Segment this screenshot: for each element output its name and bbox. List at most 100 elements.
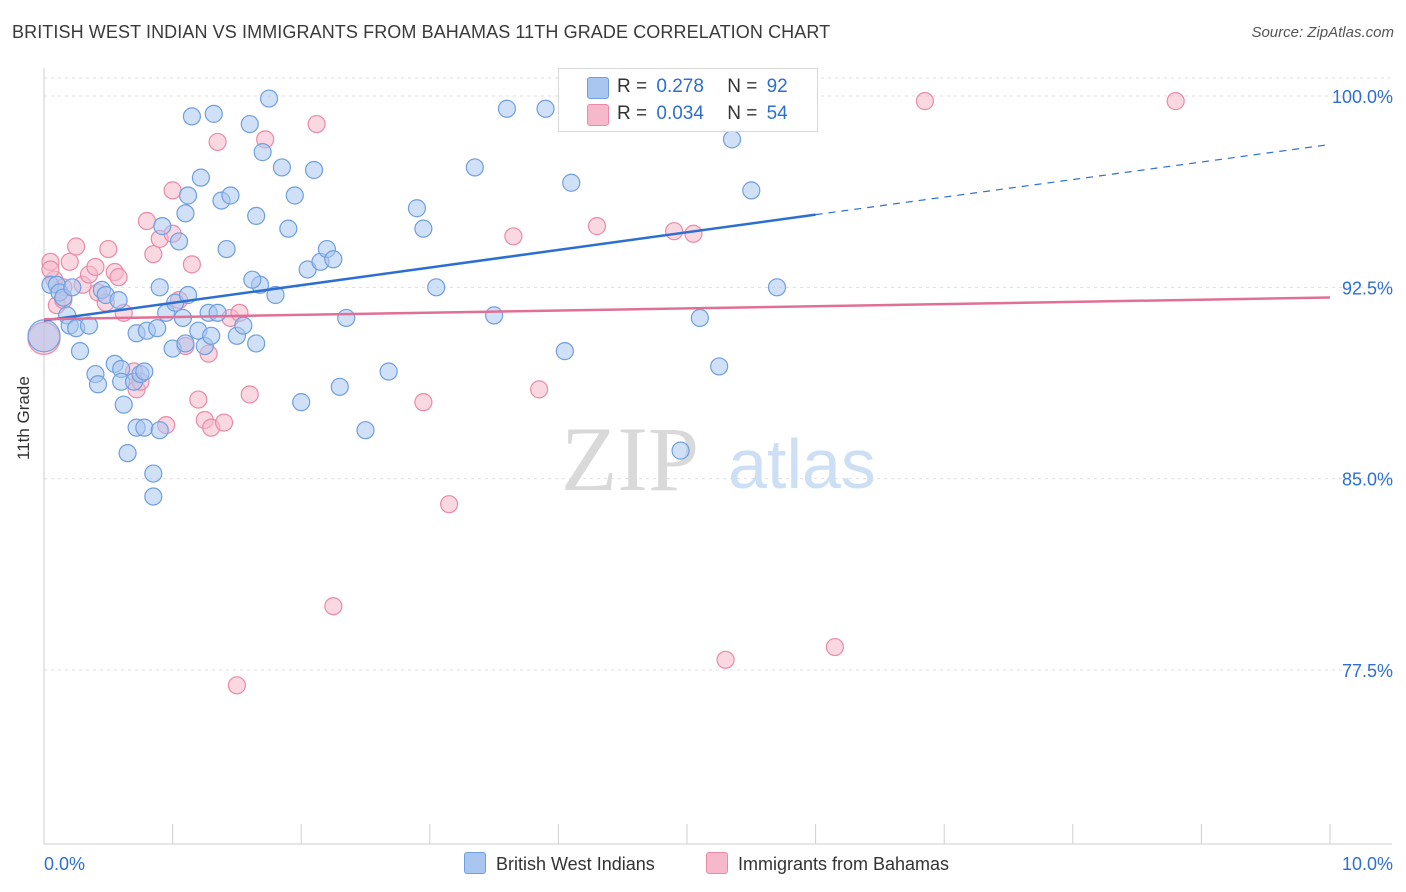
y-tick-label: 100.0% — [1332, 87, 1393, 107]
bwi-point — [191, 168, 210, 187]
bwi-point — [114, 395, 133, 414]
bwi-point — [247, 334, 266, 353]
bwi-point — [536, 99, 555, 118]
bwi-point — [153, 217, 172, 236]
bwi-point — [292, 393, 311, 412]
y-axis-label: 11th Grade — [14, 376, 33, 460]
bahamas-point — [41, 260, 60, 279]
bwi-point — [330, 377, 349, 396]
bwi-point — [234, 316, 253, 335]
bwi-point — [465, 158, 484, 177]
bwi-point — [285, 186, 304, 205]
trend-lines — [43, 143, 1331, 322]
bwi-point — [148, 319, 167, 338]
bwi-point — [485, 306, 504, 325]
bottom-legend-swatch-bahamas — [706, 852, 728, 874]
bwi-point — [259, 89, 279, 108]
bwi-point — [144, 487, 163, 506]
bwi-point — [217, 239, 236, 259]
bwi-point — [178, 186, 198, 205]
legend-swatch-bwi — [587, 77, 609, 99]
bwi-trend-projection — [815, 143, 1331, 216]
legend-swatch-bahamas — [587, 104, 609, 126]
bwi-point — [202, 326, 221, 345]
bwi-point — [767, 278, 787, 297]
watermark: ZIP atlas — [561, 408, 876, 510]
x-tick-label-max: 10.0% — [1342, 854, 1393, 874]
bwi-point — [304, 160, 324, 180]
bahamas-point — [137, 211, 156, 231]
bahamas-point — [307, 114, 326, 134]
chart-title: BRITISH WEST INDIAN VS IMMIGRANTS FROM B… — [12, 22, 831, 42]
bwi-point — [379, 362, 398, 381]
bwi-point — [243, 270, 262, 289]
bwi-point — [135, 362, 154, 381]
bwi-point — [221, 186, 240, 205]
bahamas-point — [915, 92, 935, 111]
bwi-point — [176, 334, 195, 353]
bahamas-point — [414, 393, 433, 412]
bahamas-point — [716, 650, 735, 669]
bahamas-point — [587, 217, 607, 236]
bwi-point — [324, 250, 343, 269]
bahamas-point — [214, 413, 234, 432]
bwi-point — [88, 375, 108, 394]
bahamas-point — [504, 227, 523, 246]
axes — [43, 68, 1392, 845]
bwi-point — [253, 143, 272, 162]
x-tick-label-min: 0.0% — [44, 854, 85, 874]
bahamas-point — [240, 385, 259, 404]
bwi-point — [150, 278, 169, 297]
bahamas-point — [99, 239, 118, 259]
bwi-point — [356, 421, 375, 440]
bwi-point — [63, 278, 82, 297]
bwi-point — [497, 99, 517, 118]
legend-n-label: N = — [727, 103, 758, 124]
bwi-point — [144, 464, 163, 483]
bottom-legend-label-bwi: British West Indians — [496, 854, 655, 874]
legend-n-value-bwi: 92 — [766, 76, 788, 97]
bwi-point — [79, 316, 99, 335]
y-tick-label: 92.5% — [1342, 278, 1393, 298]
chart-source: Source: ZipAtlas.com — [1251, 24, 1394, 41]
bwi-point — [204, 104, 223, 123]
legend-n-label: N = — [727, 76, 758, 97]
bwi-point — [118, 444, 137, 463]
watermark-atlas: atlas — [728, 425, 876, 503]
tick-labels: 100.0% 92.5% 85.0% 77.5% 0.0% 10.0% — [44, 87, 1393, 874]
bahamas-point — [1166, 92, 1185, 111]
bwi-point — [109, 290, 128, 310]
bwi-point — [562, 173, 581, 192]
bahamas-point — [182, 255, 201, 274]
legend-r-label: R = — [617, 103, 648, 124]
legend-n-value-bahamas: 54 — [766, 103, 788, 124]
bwi-point — [279, 219, 298, 238]
bahamas-point — [189, 390, 208, 409]
bahamas-point — [324, 597, 343, 616]
bahamas-point — [144, 245, 163, 264]
bwi-point — [407, 199, 427, 218]
bahamas-point — [109, 268, 128, 287]
bwi-trend-line — [43, 213, 816, 322]
bahamas-point — [60, 252, 79, 271]
bottom-legend-label-bahamas: Immigrants from Bahamas — [738, 854, 950, 874]
correlation-legend: R = 0.278 N = 92 R = 0.034 N = 54 — [558, 68, 818, 132]
bwi-point — [150, 421, 169, 440]
y-tick-label: 77.5% — [1342, 661, 1393, 681]
bahamas-point — [67, 237, 86, 256]
bwi-point — [427, 278, 446, 297]
bwi-point — [182, 107, 201, 126]
legend-r-value-bahamas: 0.034 — [656, 103, 704, 124]
bwi-point — [266, 285, 285, 305]
bahamas-point — [86, 257, 105, 277]
series-bwi-points — [27, 89, 787, 506]
bahamas-point — [825, 637, 844, 657]
bottom-legend-swatch-bwi — [464, 852, 486, 874]
bwi-point — [710, 357, 729, 376]
bahamas-point — [163, 181, 182, 200]
bottom-legend-bwi: British West Indians — [464, 852, 655, 875]
bwi-point — [70, 342, 90, 361]
bwi-point — [176, 204, 195, 223]
bwi-point — [337, 308, 356, 328]
